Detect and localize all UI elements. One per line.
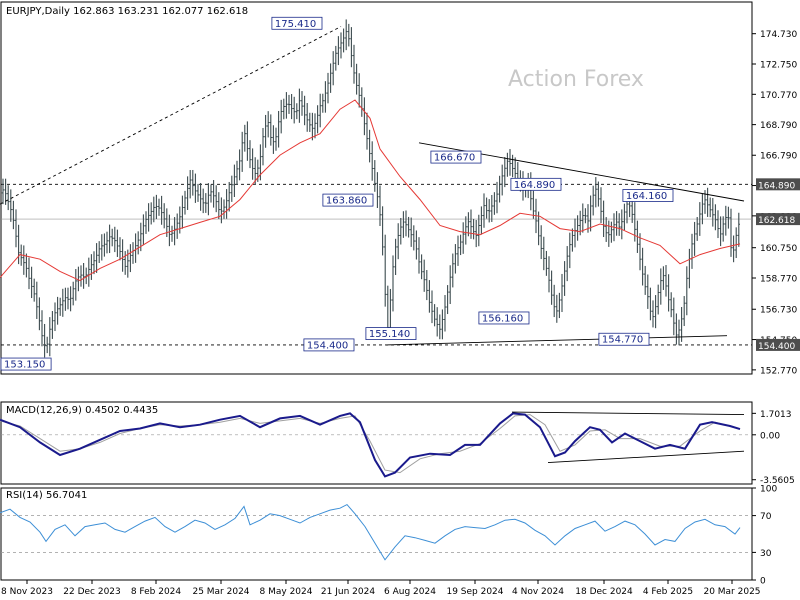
rsi-panel: 100 70 30 0 (0, 485, 777, 587)
wedge-lower-trendline (385, 335, 728, 346)
x-axis: 8 Nov 2023 22 Dec 2023 8 Feb 2024 25 Mar 20… (1, 580, 761, 597)
price-tick-label: 166.790 (760, 152, 797, 162)
macd-line (0, 412, 741, 478)
moving-average-line (0, 99, 741, 282)
macd-tick-label: 1.7013 (760, 410, 792, 420)
price-tick-label: 158.770 (760, 275, 797, 285)
annotation-box (478, 311, 530, 325)
uptrend-dashed-line (0, 26, 342, 205)
x-tick-label: 8 Feb 2024 (131, 587, 182, 597)
annotation-box (303, 338, 355, 352)
price-tick-label: 168.790 (760, 121, 797, 131)
support-axis-box (756, 338, 800, 351)
panel-frame-0 (0, 1, 753, 375)
price-tick-label: 170.770 (760, 91, 797, 101)
macd-tick-label: -3.5605 (760, 476, 795, 486)
watermark: Action Forex (508, 67, 644, 92)
annotation-box (0, 357, 52, 371)
resistance-axis-box (756, 178, 800, 191)
annotation-label: 175.410 (275, 19, 316, 30)
current-price-axis-box (756, 213, 800, 226)
annotation-label: 153.150 (4, 360, 45, 371)
macd-tick-label: 0.00 (760, 431, 780, 441)
price-panel: 174.730 172.750 170.770 168.790 166.790 164.8… (0, 16, 800, 376)
annotation-label: 164.160 (626, 191, 667, 202)
current-price-axis-label: 162.618 (758, 216, 795, 226)
annotation-box (598, 332, 650, 346)
annotation-label: 166.670 (434, 153, 475, 164)
panel-frames (0, 1, 753, 581)
price-tick-label: 156.730 (760, 306, 797, 316)
rsi-tick-label: 70 (760, 512, 772, 522)
resistance-axis-label: 164.890 (758, 181, 795, 191)
rsi-tick-label: 0 (760, 577, 766, 587)
x-tick-label: 22 Dec 2023 (63, 587, 121, 597)
support-axis-label: 154.400 (758, 342, 795, 352)
macd-signal-line (0, 414, 741, 474)
annotation-label: 155.140 (369, 329, 410, 340)
annotation-label: 164.890 (514, 180, 555, 191)
rsi-tick-label: 100 (760, 485, 777, 495)
price-tick-label: 152.770 (760, 366, 797, 376)
price-tick-label: 172.750 (760, 61, 797, 71)
x-tick-label: 20 Mar 2025 (703, 587, 760, 597)
annotation-label: 154.770 (602, 335, 643, 346)
x-tick-label: 8 May 2024 (260, 587, 313, 597)
panel-headers: EURJPY,Daily 162.863 163.231 162.077 162… (6, 6, 644, 501)
rsi-header: RSI(14) 56.7041 (6, 490, 87, 501)
rsi-tick-label: 30 (760, 549, 772, 559)
x-tick-label: 25 Mar 2024 (192, 587, 249, 597)
price-tick-label: 160.750 (760, 244, 797, 254)
macd-header: MACD(12,26,9) 0.4502 0.4435 (6, 405, 158, 416)
annotation-label: 163.860 (326, 196, 367, 207)
panel-frame-2 (0, 487, 753, 581)
x-tick-label: 21 Jun 2024 (321, 587, 375, 597)
rsi-line (0, 503, 741, 561)
panel-frame-1 (0, 401, 753, 485)
x-tick-label: 6 Aug 2024 (384, 587, 436, 597)
annotation-box (510, 177, 562, 191)
annotation-box (622, 189, 674, 202)
macd-upper-trendline (511, 411, 745, 416)
price-tick-label: 174.730 (760, 30, 797, 40)
x-tick-label: 4 Nov 2024 (512, 587, 564, 597)
x-tick-label: 8 Nov 2023 (1, 587, 53, 597)
macd-lower-trendline (547, 450, 745, 464)
annotation-box (430, 150, 482, 164)
annotation-box (322, 193, 374, 207)
price-header: EURJPY,Daily 162.863 163.231 162.077 162… (6, 6, 248, 17)
annotation-label: 156.160 (482, 313, 523, 324)
annotation-label: 154.400 (307, 340, 348, 351)
annotation-box (365, 327, 417, 340)
macd-panel: 1.7013 0.00 -3.5605 (0, 410, 795, 486)
annotation-box (271, 16, 323, 30)
x-tick-label: 19 Sep 2024 (446, 587, 503, 597)
x-tick-label: 18 Dec 2024 (575, 587, 633, 597)
x-tick-label: 4 Feb 2025 (643, 587, 693, 597)
